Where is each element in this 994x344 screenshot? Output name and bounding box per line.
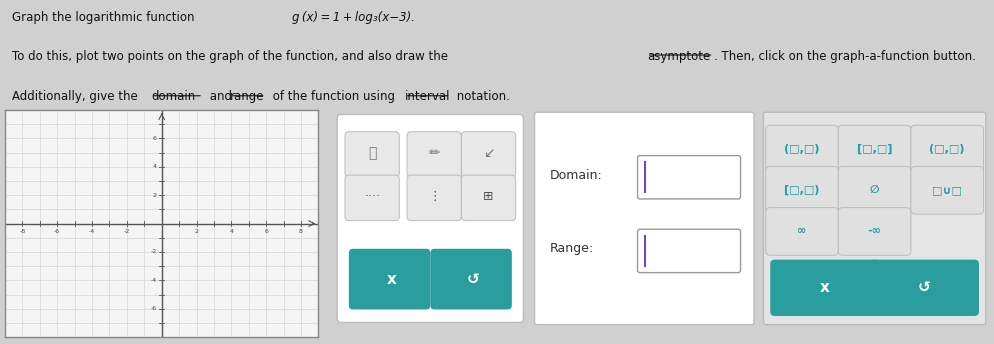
FancyBboxPatch shape [429,249,511,310]
Text: ∅: ∅ [869,185,879,195]
Text: -8: -8 [19,229,26,234]
Text: ⋮: ⋮ [427,190,440,203]
FancyBboxPatch shape [838,208,910,255]
FancyBboxPatch shape [765,208,838,255]
FancyBboxPatch shape [461,175,515,221]
Text: 2: 2 [194,229,199,234]
Text: ∞: ∞ [796,226,806,236]
Text: ↺: ↺ [466,272,479,287]
FancyBboxPatch shape [407,132,461,177]
Text: ✏: ✏ [428,147,439,160]
Text: 6: 6 [152,136,156,141]
Text: -4: -4 [150,278,156,283]
Text: ····: ···· [364,190,380,203]
FancyBboxPatch shape [349,249,429,310]
Text: notation.: notation. [452,90,509,103]
Text: 4: 4 [152,164,156,169]
FancyBboxPatch shape [637,229,740,272]
Text: -6: -6 [150,306,156,311]
FancyBboxPatch shape [765,166,838,214]
Text: -4: -4 [88,229,95,234]
FancyBboxPatch shape [910,166,982,214]
Text: Graph the logarithmic function: Graph the logarithmic function [12,11,198,24]
Text: [□,□]: [□,□] [856,144,892,154]
Text: x: x [387,272,396,287]
Text: 8: 8 [299,229,302,234]
Text: (□,□): (□,□) [783,144,819,154]
Text: Additionally, give the: Additionally, give the [12,90,141,103]
Text: ⬜: ⬜ [368,147,376,160]
Text: ↙: ↙ [482,147,494,160]
FancyBboxPatch shape [769,260,879,316]
Text: -2: -2 [123,229,130,234]
FancyBboxPatch shape [461,132,515,177]
Text: -∞: -∞ [867,226,881,236]
Text: 4: 4 [229,229,234,234]
Text: Domain:: Domain: [550,169,602,182]
FancyBboxPatch shape [534,112,753,325]
Text: range: range [230,90,264,103]
Text: g (x) = 1 + log₃(x−3).: g (x) = 1 + log₃(x−3). [291,11,414,24]
Text: -2: -2 [150,249,156,255]
FancyBboxPatch shape [765,125,838,173]
FancyBboxPatch shape [337,115,523,322]
FancyBboxPatch shape [838,125,910,173]
Text: and: and [206,90,236,103]
Text: interval: interval [405,90,450,103]
FancyBboxPatch shape [838,166,910,214]
Text: (□,□): (□,□) [928,144,964,154]
FancyBboxPatch shape [762,112,985,325]
FancyBboxPatch shape [869,260,978,316]
Text: Range:: Range: [550,242,593,255]
Text: of the function using: of the function using [268,90,398,103]
FancyBboxPatch shape [407,175,461,221]
Text: 2: 2 [152,193,156,198]
FancyBboxPatch shape [910,125,982,173]
Text: . Then, click on the graph-a-function button.: . Then, click on the graph-a-function bu… [714,50,975,63]
Text: To do this, plot two points on the graph of the function, and also draw the: To do this, plot two points on the graph… [12,50,451,63]
FancyBboxPatch shape [345,132,399,177]
Text: domain: domain [151,90,195,103]
Text: ⊞: ⊞ [483,190,493,203]
Text: ↺: ↺ [917,280,930,295]
Text: asymptote: asymptote [646,50,710,63]
Text: [□,□): [□,□) [783,185,819,195]
Text: 6: 6 [264,229,267,234]
Text: -6: -6 [54,229,61,234]
FancyBboxPatch shape [345,175,399,221]
Text: x: x [819,280,829,295]
Text: □∪□: □∪□ [931,185,961,195]
FancyBboxPatch shape [637,155,740,199]
